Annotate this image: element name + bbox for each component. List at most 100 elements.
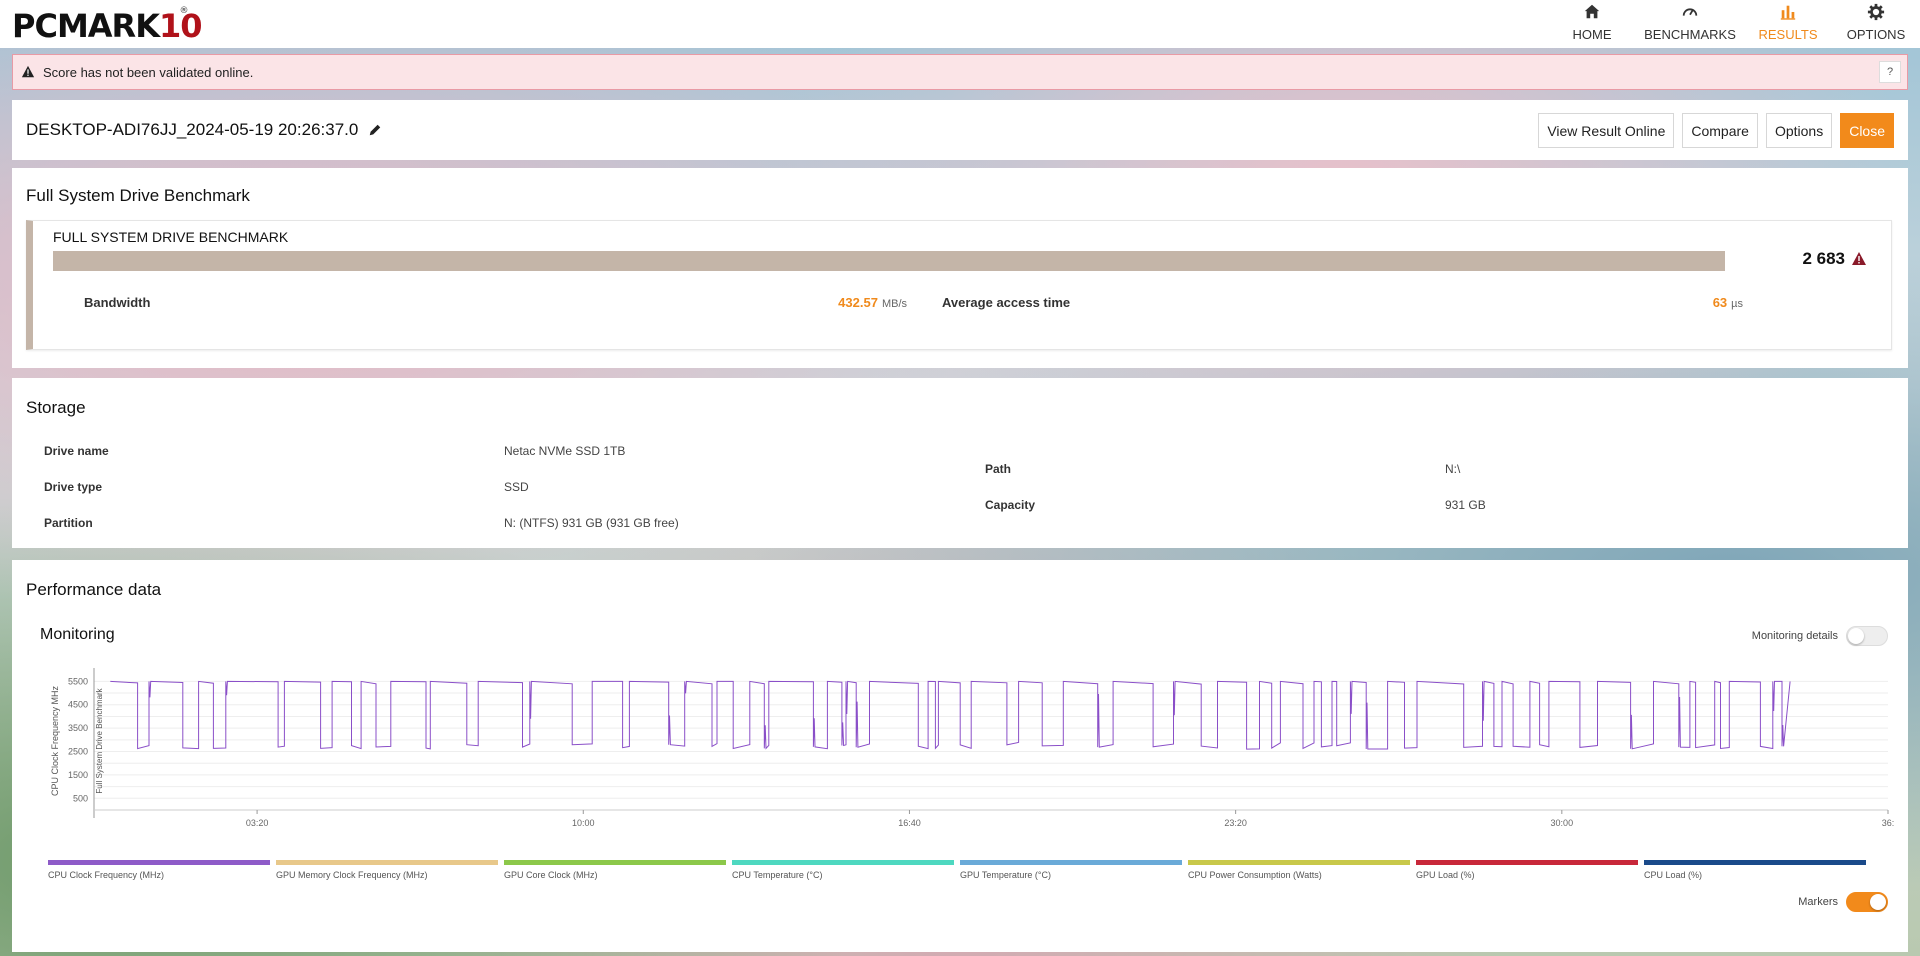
legend-swatch [504, 860, 726, 865]
x-tick-label: 36: [1882, 818, 1895, 828]
nav-results[interactable]: RESULTS [1744, 0, 1832, 48]
benchmark-score: 2 683 [1802, 249, 1867, 269]
path-value: N:\ [1445, 462, 1461, 476]
logo-text: PCMARK [12, 7, 160, 45]
cpu-clock-series-line [110, 680, 1791, 750]
legend-item[interactable]: GPU Core Clock (MHz) [504, 860, 726, 880]
benchmark-card: FULL SYSTEM DRIVE BENCHMARK 2 683 Bandwi… [26, 220, 1892, 350]
result-name: DESKTOP-ADI76JJ_2024-05-19 20:26:37.0 [26, 120, 359, 139]
capacity-value: 931 GB [1445, 498, 1486, 512]
markers-toggle[interactable] [1846, 892, 1888, 912]
nav-benchmarks[interactable]: BENCHMARKS [1636, 0, 1744, 48]
performance-section-title: Performance data [26, 580, 162, 599]
legend-label: GPU Load (%) [1416, 870, 1475, 880]
chart-legend: CPU Clock Frequency (MHz) GPU Memory Cloc… [48, 860, 1888, 880]
benchmark-score-bar [53, 251, 1725, 271]
drive-type-value: SSD [504, 480, 529, 494]
warning-triangle-icon [1852, 252, 1866, 265]
drive-name-value: Netac NVMe SSD 1TB [504, 444, 626, 458]
x-tick-label: 16:40 [898, 818, 921, 828]
validation-warning-banner: Score has not been validated online. ? [12, 54, 1908, 90]
result-title: DESKTOP-ADI76JJ_2024-05-19 20:26:37.0 [26, 120, 382, 140]
nav-results-label: RESULTS [1758, 27, 1818, 42]
nav-options[interactable]: OPTIONS [1832, 0, 1920, 48]
benchmark-section-title: Full System Drive Benchmark [26, 186, 250, 205]
capacity-label: Capacity [985, 498, 1036, 512]
edit-pencil-icon[interactable] [368, 123, 382, 137]
x-tick-label: 30:00 [1551, 818, 1574, 828]
performance-panel: Performance data Monitoring Monitoring d… [12, 560, 1908, 952]
legend-label: CPU Power Consumption (Watts) [1188, 870, 1322, 880]
legend-item[interactable]: CPU Load (%) [1644, 860, 1866, 880]
x-tick-label: 23:20 [1224, 818, 1247, 828]
logo-number: 10 [158, 7, 203, 45]
monitoring-details-toggle[interactable] [1846, 626, 1888, 646]
legend-swatch [732, 860, 954, 865]
pcmark-logo: PCMARK 10 ® [12, 6, 203, 45]
y-tick-label: 500 [73, 793, 88, 803]
options-button[interactable]: Options [1765, 113, 1833, 148]
markers-label: Markers [1798, 896, 1838, 908]
partition-value: N: (NTFS) 931 GB (931 GB free) [504, 516, 679, 530]
legend-item[interactable]: CPU Temperature (°C) [732, 860, 954, 880]
y-tick-label: 4500 [68, 700, 88, 710]
bar-chart-icon [1780, 5, 1796, 20]
gauge-icon [1682, 8, 1698, 16]
legend-swatch [276, 860, 498, 865]
bandwidth-label: Bandwidth [84, 295, 151, 310]
top-bar: PCMARK 10 ® HOME BENCHMARKS RESULTS OPTION… [0, 0, 1920, 48]
access-time-value: 63 µs [1593, 295, 1743, 310]
legend-label: CPU Load (%) [1644, 870, 1703, 880]
partition-label: Partition [44, 516, 93, 530]
bandwidth-number: 432.57 [838, 295, 878, 310]
access-time-number: 63 [1712, 295, 1728, 310]
view-result-online-button[interactable]: View Result Online [1538, 113, 1675, 148]
legend-item[interactable]: GPU Temperature (°C) [960, 860, 1182, 880]
score-value: 2 683 [1802, 249, 1845, 268]
legend-label: CPU Clock Frequency (MHz) [48, 870, 165, 880]
drive-type-label: Drive type [44, 480, 103, 494]
access-time-label: Average access time [942, 295, 1071, 310]
legend-swatch [1416, 860, 1638, 865]
main-nav: HOME BENCHMARKS RESULTS OPTIONS [1548, 0, 1920, 48]
legend-swatch [1644, 860, 1866, 865]
legend-label: CPU Temperature (°C) [732, 870, 823, 880]
legend-swatch [48, 860, 270, 865]
y-tick-label: 1500 [68, 770, 88, 780]
warning-icon [21, 65, 35, 78]
compare-button[interactable]: Compare [1682, 113, 1758, 148]
drive-name-label: Drive name [44, 444, 109, 458]
close-button[interactable]: Close [1840, 113, 1894, 148]
legend-label: GPU Temperature (°C) [960, 870, 1051, 880]
logo-registered: ® [179, 6, 189, 16]
legend-swatch [960, 860, 1182, 865]
nav-home-label: HOME [1572, 27, 1612, 42]
legend-item[interactable]: CPU Power Consumption (Watts) [1188, 860, 1410, 880]
help-button[interactable]: ? [1879, 61, 1901, 83]
gear-icon [1867, 3, 1885, 21]
y-tick-label: 5500 [68, 676, 88, 686]
legend-label: GPU Memory Clock Frequency (MHz) [276, 870, 428, 880]
nav-home[interactable]: HOME [1548, 0, 1636, 48]
storage-panel: Storage Drive name Netac NVMe SSD 1TB Dr… [12, 378, 1908, 548]
y-tick-label: 2500 [68, 747, 88, 757]
legend-swatch [1188, 860, 1410, 865]
storage-section-title: Storage [26, 398, 86, 417]
benchmark-card-title: FULL SYSTEM DRIVE BENCHMARK [53, 229, 289, 245]
markers-control: Markers [1798, 892, 1888, 912]
x-tick-label: 10:00 [572, 818, 595, 828]
monitoring-chart: 500 1500 2500 3500 4500 5500 03:20 10:00 16:40 23… [50, 668, 1895, 828]
home-icon [1584, 4, 1600, 19]
y-tick-label: 3500 [68, 723, 88, 733]
monitoring-title: Monitoring [40, 626, 115, 643]
result-header: DESKTOP-ADI76JJ_2024-05-19 20:26:37.0 Vi… [12, 100, 1908, 160]
legend-label: GPU Core Clock (MHz) [504, 870, 598, 880]
access-time-unit: µs [1731, 298, 1743, 310]
legend-item[interactable]: GPU Load (%) [1416, 860, 1638, 880]
legend-item[interactable]: GPU Memory Clock Frequency (MHz) [276, 860, 498, 880]
y-axis-label: CPU Clock Frequency MHz [50, 685, 60, 796]
benchmark-panel: Full System Drive Benchmark FULL SYSTEM … [12, 168, 1908, 368]
nav-options-label: OPTIONS [1846, 27, 1906, 42]
warning-text: Score has not been validated online. [43, 64, 254, 80]
legend-item[interactable]: CPU Clock Frequency (MHz) [48, 860, 270, 880]
